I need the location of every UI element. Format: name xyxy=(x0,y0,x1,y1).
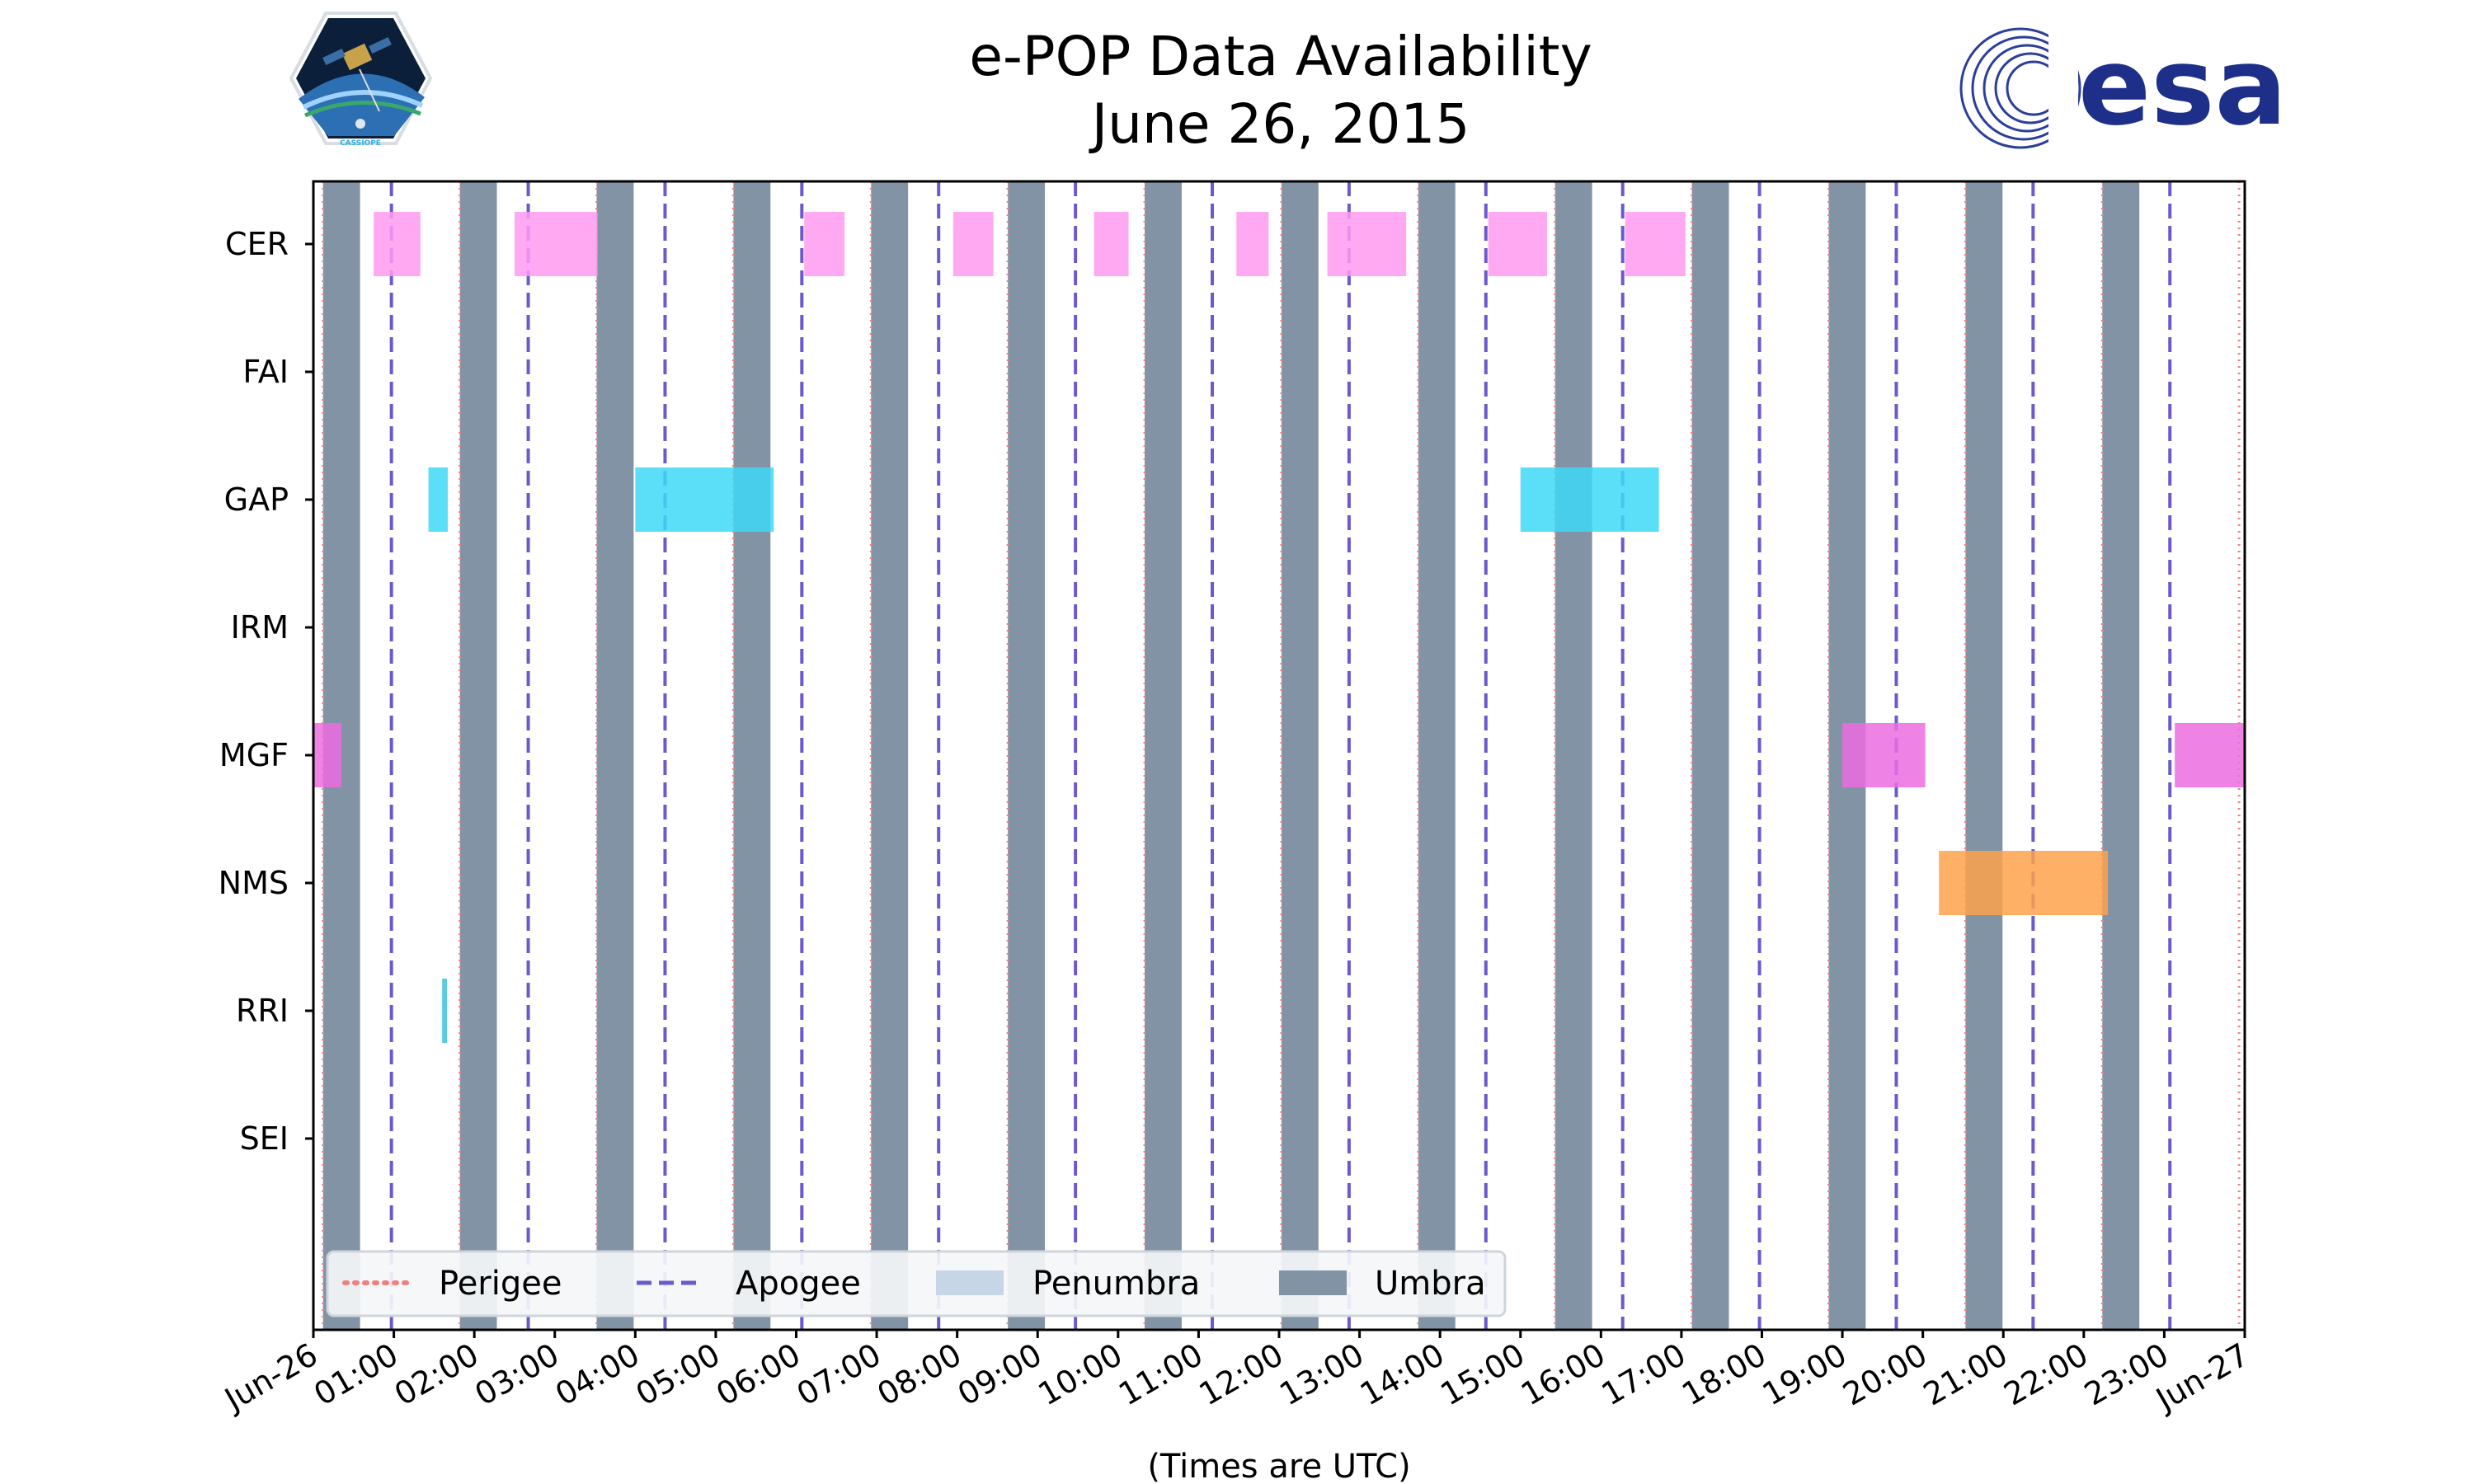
bar-gap-2 xyxy=(1520,467,1659,532)
legend-penumbra-label: Penumbra xyxy=(1032,1265,1200,1303)
y-tick-label-mgf: MGF xyxy=(219,737,289,773)
x-tick-label-16: 16:00 xyxy=(1515,1336,1611,1413)
bar-gap-1 xyxy=(635,467,774,532)
bar-cer-8 xyxy=(1625,212,1686,276)
x-tick-label-2: 02:00 xyxy=(388,1336,485,1413)
umbra-band-8 xyxy=(1418,181,1456,1330)
y-tick-label-rri: RRI xyxy=(236,993,289,1029)
x-tick-label-15: 15:00 xyxy=(1434,1336,1531,1413)
x-tick-label-10: 10:00 xyxy=(1032,1336,1128,1413)
x-tick-label-17: 17:00 xyxy=(1596,1336,1692,1413)
x-tick-label-22: 22:00 xyxy=(1997,1336,2094,1413)
bar-cer-6 xyxy=(1327,212,1407,276)
x-tick-label-7: 07:00 xyxy=(791,1336,887,1413)
legend: Perigee Apogee Penumbra Umbra xyxy=(326,1250,1507,1317)
cassiope-logo: CASSIOPE xyxy=(289,12,433,148)
x-tick-label-21: 21:00 xyxy=(1917,1336,2014,1413)
umbra-band-9 xyxy=(1554,181,1592,1330)
umbra-band-10 xyxy=(1691,181,1729,1330)
x-tick-label-13: 13:00 xyxy=(1273,1336,1370,1413)
x-tick-label-19: 19:00 xyxy=(1757,1336,1853,1413)
legend-penumbra-swatch xyxy=(936,1270,1004,1295)
y-tick-label-cer: CER xyxy=(225,226,289,262)
bar-rri-0 xyxy=(442,979,447,1043)
x-axis: Jun-2601:0002:0003:0004:0005:0006:0007:0… xyxy=(218,1330,2255,1419)
x-tick-label-20: 20:00 xyxy=(1837,1336,1933,1413)
x-tick-label-14: 14:00 xyxy=(1354,1336,1451,1413)
bar-cer-7 xyxy=(1488,212,1547,276)
y-tick-label-nms: NMS xyxy=(219,865,289,901)
x-tick-label-18: 18:00 xyxy=(1676,1336,1772,1413)
bar-gap-0 xyxy=(428,467,448,532)
apogee-layer xyxy=(389,181,2172,1330)
y-tick-label-sei: SEI xyxy=(240,1120,289,1157)
cassiope-caption: CASSIOPE xyxy=(340,139,381,148)
bar-cer-2 xyxy=(804,212,845,276)
legend-box xyxy=(326,1250,1507,1317)
bar-cer-5 xyxy=(1236,212,1269,276)
x-tick-label-1: 01:00 xyxy=(308,1336,404,1413)
legend-apogee-label: Apogee xyxy=(736,1265,861,1303)
x-tick-label-0: Jun-26 xyxy=(218,1336,324,1419)
umbra-band-12 xyxy=(1965,181,2003,1330)
umbra-band-5 xyxy=(1008,181,1046,1330)
esa-logo: esa xyxy=(1959,24,2287,149)
bar-mgf-2 xyxy=(2175,723,2245,787)
chart-title-line2: June 26, 2015 xyxy=(1089,92,1470,156)
bar-mgf-1 xyxy=(1842,723,1926,787)
y-tick-label-gap: GAP xyxy=(224,481,289,518)
x-tick-label-4: 04:00 xyxy=(549,1336,646,1413)
x-tick-label-8: 08:00 xyxy=(871,1336,967,1413)
bar-mgf-0 xyxy=(313,723,342,787)
bar-nms-0 xyxy=(1939,851,2109,915)
bar-cer-4 xyxy=(1094,212,1129,276)
x-tick-label-11: 11:00 xyxy=(1112,1336,1209,1413)
x-axis-label: (Times are UTC) xyxy=(1147,1448,1410,1484)
x-tick-label-24: Jun-27 xyxy=(2149,1336,2255,1419)
legend-perigee-label: Perigee xyxy=(439,1265,562,1303)
x-tick-label-6: 06:00 xyxy=(710,1336,807,1413)
x-tick-label-3: 03:00 xyxy=(468,1336,565,1413)
umbra-band-2 xyxy=(596,181,634,1330)
umbra-band-6 xyxy=(1145,181,1182,1330)
x-tick-label-12: 12:00 xyxy=(1193,1336,1290,1413)
umbra-layer xyxy=(322,181,2140,1330)
bar-cer-0 xyxy=(374,212,421,276)
y-tick-label-fai: FAI xyxy=(242,354,289,390)
umbra-band-7 xyxy=(1281,181,1319,1330)
availability-layer xyxy=(313,212,2245,1043)
legend-umbra-label: Umbra xyxy=(1375,1265,1486,1303)
x-tick-label-5: 05:00 xyxy=(630,1336,727,1413)
umbra-band-4 xyxy=(871,181,909,1330)
x-tick-label-9: 09:00 xyxy=(952,1336,1048,1413)
y-tick-label-irm: IRM xyxy=(231,609,289,646)
esa-wordmark: esa xyxy=(2078,24,2287,149)
umbra-band-13 xyxy=(2102,181,2140,1330)
legend-umbra-swatch xyxy=(1279,1270,1347,1295)
umbra-band-3 xyxy=(733,181,771,1330)
bar-cer-1 xyxy=(514,212,598,276)
chart-title-line1: e-POP Data Availability xyxy=(969,25,1592,88)
umbra-band-1 xyxy=(459,181,497,1330)
y-axis: CER FAI GAP IRM MGF NMS RRI SEI xyxy=(219,226,313,1157)
bar-cer-3 xyxy=(952,212,994,276)
